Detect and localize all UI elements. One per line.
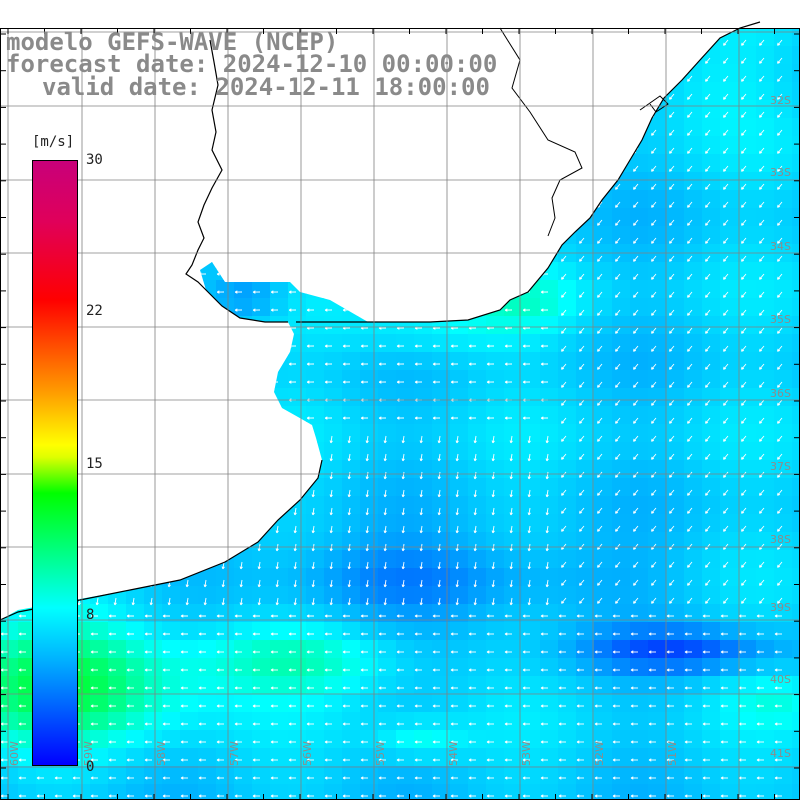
lat-label-32S: 32S: [770, 94, 791, 107]
lon-label-55W: 55W: [374, 741, 387, 766]
lon-label-52W: 52W: [593, 741, 606, 766]
colorbar-tick-30: 30: [86, 152, 103, 168]
lon-label-57W: 57W: [228, 741, 241, 766]
lon-label-59W: 59W: [82, 741, 95, 766]
lon-label-60W: 60W: [8, 741, 21, 766]
colorbar-tick-0: 0: [86, 759, 95, 775]
title-model: modelo GEFS-WAVE (NCEP): [6, 28, 339, 56]
lagoon-outline: [639, 95, 669, 113]
lat-label-34S: 34S: [770, 240, 791, 253]
lon-label-56W: 56W: [301, 741, 314, 766]
coastline: [185, 21, 761, 323]
lat-label-37S: 37S: [770, 460, 791, 473]
lat-label-39S: 39S: [770, 601, 791, 614]
lon-label-51W: 51W: [666, 741, 679, 766]
lat-label-38S: 38S: [770, 533, 791, 546]
title-valid-date: valid date: 2024-12-11 18:00:00: [42, 73, 490, 101]
colorbar: [32, 160, 78, 766]
river-border: [499, 27, 583, 237]
lat-label-35S: 35S: [770, 313, 791, 326]
title-forecast-date: forecast date: 2024-12-10 00:00:00: [6, 50, 498, 78]
colorbar-unit: [m/s]: [32, 134, 75, 150]
lon-label-54W: 54W: [447, 741, 460, 766]
lat-label-41S: 41S: [770, 747, 791, 760]
lat-label-36S: 36S: [770, 387, 791, 400]
lon-label-53W: 53W: [520, 741, 533, 766]
lon-label-58W: 58W: [155, 741, 168, 766]
lat-label-40S: 40S: [770, 673, 791, 686]
longitude-labels: 60W 59W 58W 57W 56W 55W 54W 53W 52W 51W: [8, 741, 679, 766]
graticule: [0, 28, 800, 800]
colorbar-tick-15: 15: [86, 456, 103, 472]
colorbar-tick-8: 8: [86, 607, 95, 623]
latitude-labels: 32S 33S 34S 35S 36S 37S 38S 39S 40S 41S: [770, 94, 791, 760]
wind-speed-raster: [0, 28, 800, 800]
colorbar-tick-22: 22: [86, 303, 103, 319]
lat-label-33S: 33S: [770, 166, 791, 179]
